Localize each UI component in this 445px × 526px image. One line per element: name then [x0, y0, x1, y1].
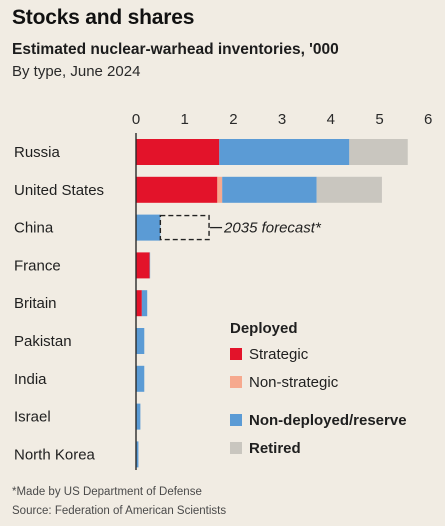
- bar-united-states-non-deployed-reserve: [222, 176, 317, 203]
- bar-israel-non-deployed-reserve: [136, 403, 141, 430]
- bar-russia-non-deployed-reserve: [219, 139, 350, 165]
- bar-india-non-deployed-reserve: [136, 365, 145, 392]
- legend-label-retired: Retired: [249, 440, 301, 457]
- bar-north-korea-non-deployed-reserve: [136, 441, 139, 468]
- bar-britain-strategic: [136, 290, 142, 317]
- legend-swatch-retired: [230, 442, 242, 454]
- source-note: Source: Federation of American Scientist…: [12, 505, 227, 517]
- chart-subsubtitle: By type, June 2024: [12, 63, 141, 80]
- legend-label-non-deployed-reserve: Non-deployed/reserve: [249, 412, 407, 429]
- x-tick-label: 6: [424, 111, 432, 128]
- category-label-china: China: [14, 220, 54, 237]
- legend-swatch-non-deployed-reserve: [230, 414, 242, 426]
- legend-swatch-non-strategic: [230, 376, 242, 388]
- bar-russia-strategic: [136, 139, 220, 165]
- bar-france-strategic: [136, 252, 150, 279]
- bar-britain-non-deployed-reserve: [141, 290, 148, 317]
- chart-title: Stocks and shares: [12, 6, 195, 29]
- category-label-united-states: United States: [14, 182, 104, 199]
- chart-subtitle: Estimated nuclear-warhead inventories, '…: [12, 41, 339, 58]
- x-tick-label: 1: [181, 111, 189, 128]
- forecast-box: [159, 214, 210, 241]
- x-axis: 0 1 2 3 4 5 6: [132, 111, 433, 128]
- bar-pakistan-non-deployed-reserve: [136, 328, 145, 354]
- category-labels: Russia United States China France Britain Pak…: [14, 144, 104, 463]
- legend-heading: Deployed: [230, 320, 298, 337]
- x-tick-label: 4: [327, 111, 335, 128]
- bars: [136, 139, 408, 468]
- bar-united-states-non-strategic: [217, 176, 223, 203]
- category-label-britain: Britain: [14, 295, 57, 312]
- forecast-annotation: 2035 forecast*: [159, 214, 322, 241]
- x-tick-label: 0: [132, 111, 140, 128]
- legend-label-strategic: Strategic: [249, 346, 309, 363]
- category-label-russia: Russia: [14, 144, 61, 161]
- footnote: *Made by US Department of Defense: [12, 486, 202, 498]
- bar-china-non-deployed-reserve: [136, 214, 161, 241]
- legend: Deployed Strategic Non-strategic Non-deploy…: [230, 320, 407, 457]
- forecast-label: 2035 forecast*: [223, 220, 322, 237]
- legend-swatch-strategic: [230, 348, 242, 360]
- bar-united-states-retired: [316, 176, 382, 203]
- category-label-pakistan: Pakistan: [14, 333, 72, 350]
- bar-russia-retired: [349, 139, 408, 165]
- x-tick-label: 3: [278, 111, 286, 128]
- category-label-north-korea: North Korea: [14, 446, 96, 463]
- x-tick-label: 5: [375, 111, 383, 128]
- legend-label-non-strategic: Non-strategic: [249, 374, 339, 391]
- category-label-france: France: [14, 257, 61, 274]
- category-label-india: India: [14, 371, 47, 388]
- chart-area: 0 1 2 3 4 5 6 Russia United States China France Br…: [14, 111, 433, 470]
- bar-united-states-strategic: [136, 176, 218, 203]
- category-label-israel: Israel: [14, 409, 51, 426]
- x-tick-label: 2: [229, 111, 237, 128]
